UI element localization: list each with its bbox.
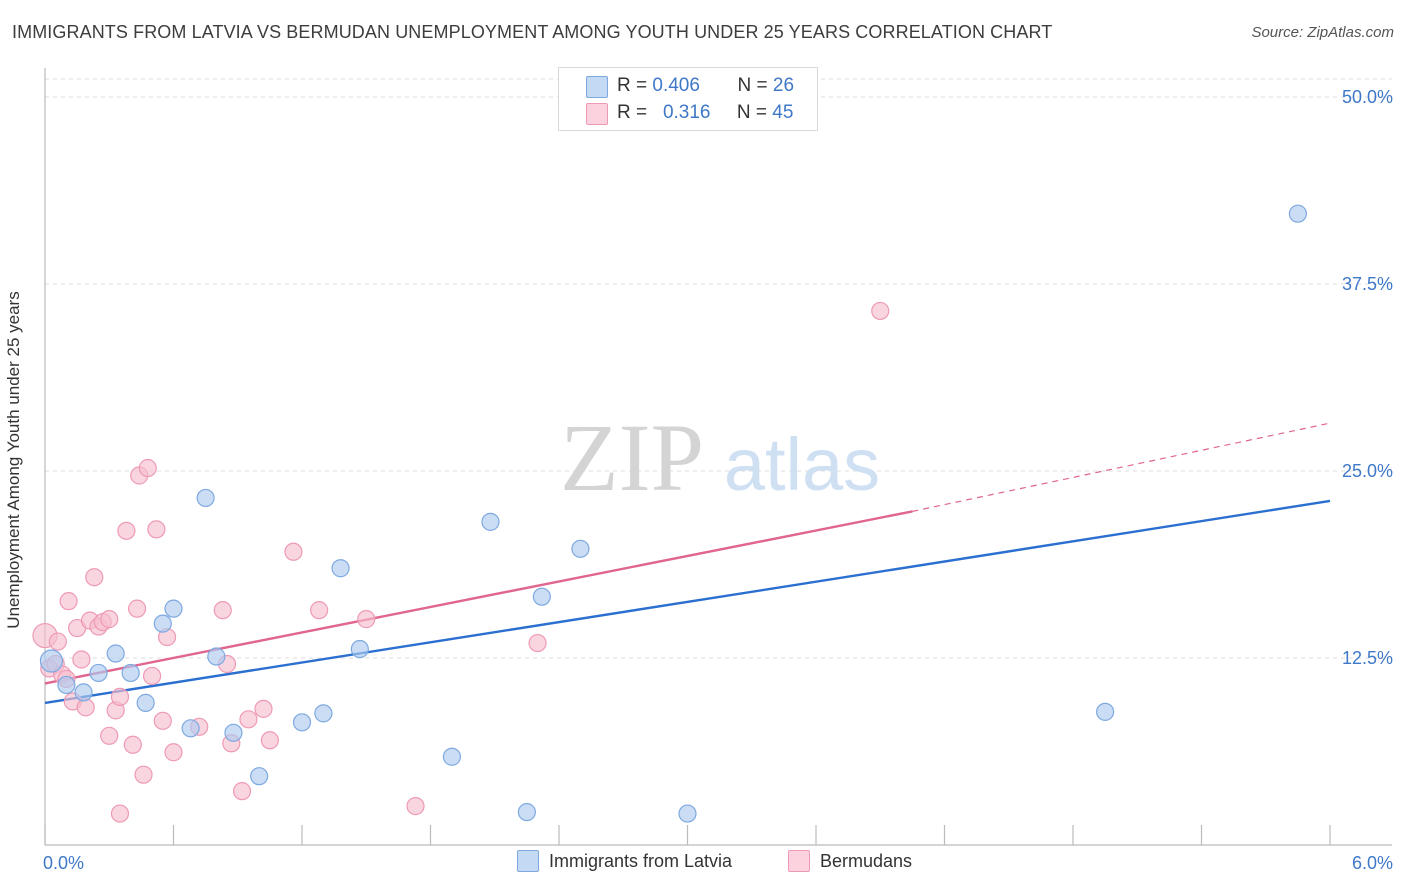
y-tick-label: 37.5%: [1342, 274, 1393, 294]
point-bermudans: [254, 699, 273, 718]
point-bermudans: [142, 666, 162, 686]
trend-extension-bermudans: [912, 422, 1331, 512]
point-latvia: [224, 723, 243, 742]
legend: R = 0.406 N = 26 R = 0.316 N = 45: [558, 67, 818, 131]
point-bermudans: [72, 650, 91, 669]
point-latvia: [481, 512, 500, 531]
y-tick-label: 12.5%: [1342, 648, 1393, 668]
point-latvia: [1288, 204, 1307, 223]
bottom-legend-latvia: Immigrants from Latvia: [517, 850, 732, 872]
point-bermudans: [127, 599, 147, 618]
point-latvia: [207, 647, 226, 666]
legend-n-label: N =: [736, 102, 768, 123]
point-latvia: [121, 663, 140, 683]
trend-line-latvia: [44, 499, 1331, 705]
point-latvia: [350, 639, 369, 659]
point-bermudans: [110, 804, 130, 823]
point-bermudans: [100, 610, 119, 629]
point-bermudans: [48, 632, 67, 651]
point-bermudans: [406, 797, 425, 816]
tick-labels: 12.5% 25.0% 37.5% 50.0% 0.0% 6.0%: [43, 87, 1393, 873]
trend-line-bermudans: [44, 510, 913, 685]
x-tick-label-min: 0.0%: [43, 853, 84, 873]
legend-n-label: N =: [737, 75, 768, 96]
point-latvia: [57, 675, 76, 695]
point-latvia: [314, 704, 333, 723]
legend-r-value: 0.316: [662, 102, 711, 123]
point-bermudans: [147, 520, 166, 539]
bottom-legend-swatch-latvia: [517, 850, 539, 872]
point-latvia: [532, 587, 551, 606]
bottom-legend-label-bermudans: Bermudans: [820, 850, 913, 871]
point-bermudans: [213, 601, 232, 620]
point-latvia: [106, 644, 125, 663]
bottom-legend-label-latvia: Immigrants from Latvia: [549, 850, 733, 871]
point-latvia: [164, 599, 183, 618]
legend-row-bermudans: R = 0.316 N = 45: [617, 101, 793, 125]
point-bermudans: [153, 711, 172, 730]
point-bermudans: [164, 743, 183, 762]
legend-n-value: 26: [772, 75, 795, 96]
point-latvia: [442, 747, 462, 766]
point-latvia: [250, 767, 269, 786]
point-bermudans: [59, 592, 78, 611]
point-latvia: [571, 539, 590, 558]
point-bermudans: [260, 731, 279, 750]
point-bermudans: [110, 687, 130, 706]
point-bermudans: [100, 726, 119, 745]
legend-swatch-latvia: [586, 76, 608, 98]
point-bermudans: [284, 542, 303, 561]
data-points: [32, 204, 1307, 823]
point-bermudans: [232, 782, 252, 801]
trend-lines: [44, 422, 1331, 705]
point-bermudans: [76, 698, 95, 717]
point-latvia: [517, 802, 536, 822]
point-bermudans: [134, 765, 153, 784]
point-latvia: [153, 614, 172, 633]
point-bermudans: [528, 633, 547, 653]
chart-title: IMMIGRANTS FROM LATVIA VS BERMUDAN UNEMP…: [12, 22, 1053, 42]
watermark-atlas: atlas: [724, 423, 880, 506]
bottom-legend-swatch-bermudans: [788, 850, 810, 872]
point-bermudans: [239, 710, 258, 729]
point-latvia: [89, 663, 108, 683]
point-latvia: [292, 713, 312, 732]
legend-r-label: R =: [617, 75, 648, 96]
point-bermudans: [117, 521, 136, 540]
legend-r-label: R =: [617, 102, 648, 123]
legend-n-value: 45: [772, 102, 794, 123]
source-label: Source: ZipAtlas.com: [1251, 24, 1394, 41]
watermark: ZIP atlas: [560, 404, 880, 511]
point-latvia: [678, 804, 697, 823]
point-latvia: [196, 488, 215, 508]
point-bermudans: [310, 601, 329, 620]
bottom-legend-bermudans: Bermudans: [788, 850, 912, 872]
point-latvia: [136, 693, 155, 712]
watermark-zip: ZIP: [560, 404, 704, 511]
point-latvia: [74, 683, 93, 702]
point-latvia: [1096, 702, 1115, 721]
legend-swatch-bermudans: [586, 103, 608, 125]
y-tick-label: 25.0%: [1342, 461, 1393, 481]
x-tick-label-max: 6.0%: [1352, 853, 1393, 873]
point-latvia: [39, 649, 64, 673]
legend-r-value: 0.406: [652, 75, 700, 96]
point-latvia: [181, 719, 200, 738]
legend-row-latvia: R = 0.406 N = 26: [617, 74, 794, 98]
point-bermudans: [357, 610, 376, 629]
point-bermudans: [123, 735, 142, 754]
y-tick-label: 50.0%: [1342, 87, 1393, 107]
gridlines: [45, 78, 1392, 659]
axes: [44, 68, 1392, 846]
y-axis-label: Unemployment Among Youth under 25 years: [4, 291, 23, 629]
point-bermudans: [871, 301, 890, 321]
point-latvia: [331, 559, 350, 578]
point-bermudans: [85, 568, 104, 587]
point-bermudans: [138, 458, 157, 478]
